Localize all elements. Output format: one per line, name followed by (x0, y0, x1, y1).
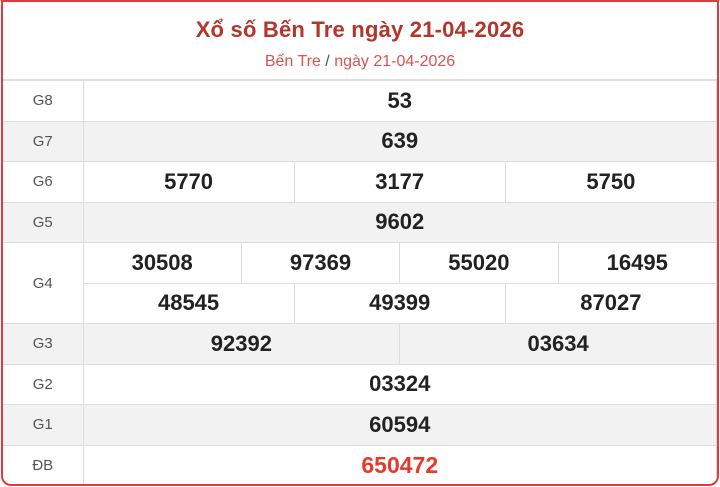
prize-label: G3 (3, 323, 84, 365)
prize-number: 49399 (293, 282, 506, 324)
results-table: G8 53 G7 639 G6 5770 3177 5750 G5 9602 G4 30508… (3, 80, 717, 484)
prize-label: G6 (3, 161, 84, 203)
row-g4b: 48545 49399 87027 (3, 282, 717, 324)
results-header: Xổ số Bến Tre ngày 21-04-2026 Bến Tre / … (3, 2, 717, 80)
prize-number: 60594 (82, 404, 717, 446)
prize-number: 48545 (82, 282, 295, 324)
prize-label: G4 (3, 242, 84, 324)
breadcrumb-date[interactable]: ngày 21-04-2026 (334, 53, 456, 70)
row-g7: G7 639 (3, 120, 717, 162)
prize-number: 03324 (82, 363, 717, 405)
breadcrumb-separator: / (325, 53, 330, 70)
breadcrumb: Bến Tre / ngày 21-04-2026 (3, 53, 717, 71)
prize-label: ĐB (3, 444, 84, 484)
prize-label: G8 (3, 80, 84, 122)
row-special: ĐB 650472 (3, 444, 717, 484)
prize-number: 53 (82, 80, 717, 122)
breadcrumb-province[interactable]: Bến Tre (264, 53, 321, 70)
row-g6: G6 5770 3177 5750 (3, 161, 717, 203)
special-prize-number: 650472 (82, 444, 717, 484)
prize-label: G5 (3, 201, 84, 243)
row-g8: G8 53 (3, 80, 717, 122)
row-g2: G2 03324 (3, 363, 717, 405)
prize-label: G7 (3, 120, 84, 162)
prize-number: 3177 (293, 161, 506, 203)
row-g1: G1 60594 (3, 404, 717, 446)
prize-label: G1 (3, 404, 84, 446)
prize-number: 03634 (399, 323, 717, 365)
prize-number: 16495 (557, 242, 717, 284)
prize-number: 97369 (240, 242, 401, 284)
prize-number: 5770 (82, 161, 295, 203)
row-g4: G4 30508 97369 55020 16495 (3, 242, 717, 324)
prize-number: 30508 (82, 242, 242, 284)
row-g3: G3 92392 03634 (3, 323, 717, 365)
page-title: Xổ số Bến Tre ngày 21-04-2026 (195, 17, 525, 42)
prize-number: 639 (82, 120, 717, 162)
prize-number: 5750 (504, 161, 717, 203)
prize-number: 87027 (504, 282, 717, 324)
prize-number: 9602 (82, 201, 717, 243)
prize-number: 55020 (399, 242, 559, 284)
prize-label: G2 (3, 363, 84, 405)
row-g5: G5 9602 (3, 201, 717, 243)
prize-number: 92392 (82, 323, 401, 365)
